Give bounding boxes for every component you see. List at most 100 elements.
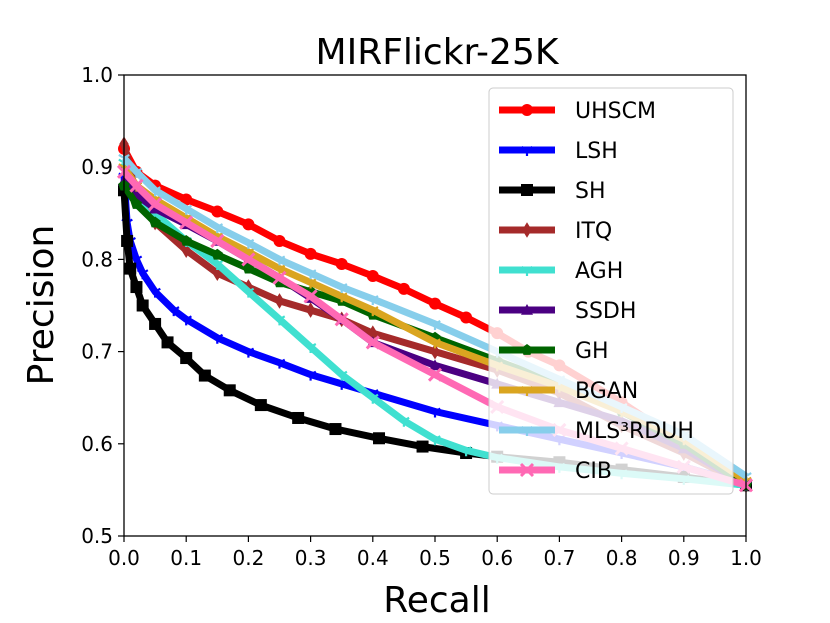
legend-marker (521, 184, 533, 196)
legend-label: CIB (575, 459, 612, 484)
x-tick-label: 0.5 (419, 546, 451, 570)
legend-label: AGH (575, 259, 623, 284)
legend-marker (521, 344, 533, 355)
data-point-sh (329, 423, 342, 436)
data-point-mls-rduh (335, 283, 348, 294)
data-point-lsh (304, 370, 317, 381)
data-point-agh (211, 260, 224, 271)
data-point-uhscm (429, 297, 441, 310)
x-tick-label: 0.0 (108, 546, 140, 570)
data-point-bgan (273, 264, 286, 275)
data-point-sh (416, 440, 429, 453)
x-tick-label: 0.1 (170, 546, 202, 570)
chart-title: MIRFlickr-25K (316, 32, 560, 73)
data-point-bgan (429, 338, 441, 349)
data-point-itq (274, 293, 285, 309)
data-point-bgan (335, 292, 348, 303)
data-point-sh (254, 399, 267, 412)
data-point-gh (149, 216, 161, 228)
data-point-gh (242, 262, 255, 274)
x-tick-label: 1.0 (730, 546, 762, 570)
data-point-itq (305, 302, 316, 318)
data-point-uhscm (180, 193, 193, 206)
legend-item: MLS³RDUH (499, 419, 694, 444)
data-point-lsh (167, 306, 180, 317)
legend-marker (521, 146, 533, 156)
data-point-mls-rduh (273, 255, 286, 266)
data-point-mls-rduh (429, 319, 441, 330)
data-point-itq (430, 343, 440, 360)
data-point-cib (148, 197, 163, 212)
data-point-agh (335, 370, 348, 381)
data-point-ssdh (429, 359, 441, 371)
data-point-cib (210, 233, 225, 249)
legend-label: SH (575, 179, 606, 204)
y-tick-label: 0.8 (81, 247, 113, 271)
data-point-sh (161, 336, 174, 349)
data-point-agh (429, 435, 441, 446)
data-point-uhscm (335, 258, 348, 271)
x-tick-label: 0.2 (232, 546, 264, 570)
data-point-uhscm (304, 247, 317, 260)
data-point-uhscm (211, 205, 224, 218)
data-point-mls-rduh (242, 238, 255, 249)
data-point-uhscm (397, 282, 410, 295)
legend-item: AGH (499, 259, 623, 284)
data-point-agh (460, 446, 472, 457)
data-point-mls-rduh (211, 223, 224, 234)
data-point-uhscm (460, 311, 473, 324)
legend-label: UHSCM (575, 99, 656, 124)
legend-marker (522, 222, 532, 238)
legend-label: ITQ (575, 219, 612, 244)
data-point-sh (130, 281, 143, 294)
legend-marker (521, 104, 533, 116)
y-axis-label: Precision (21, 225, 62, 386)
data-point-cib (303, 289, 318, 304)
x-tick-label: 0.9 (668, 546, 700, 570)
legend-item: GH (499, 339, 609, 364)
x-tick-label: 0.7 (543, 546, 575, 570)
legend-item: ITQ (499, 219, 612, 244)
data-point-uhscm (366, 269, 379, 282)
data-point-mls-rduh (180, 204, 192, 215)
y-tick-label: 0.9 (81, 155, 113, 179)
data-point-sh (223, 384, 236, 397)
data-point-agh (304, 343, 317, 353)
data-point-itq (181, 242, 191, 258)
axis-ticks: 0.0 0.1 0.2 0.3 0.4 0.5 0.6 0.7 0.8 0.9 1.0 0.5 0.6 0… (81, 63, 762, 570)
data-point-sh (198, 369, 211, 382)
data-point-cib (427, 367, 443, 382)
axes-frame (123, 74, 747, 537)
data-point-cib (334, 312, 349, 327)
x-axis-label: Recall (383, 580, 490, 621)
data-point-mls-rduh (130, 167, 143, 178)
data-point-lsh (429, 407, 441, 418)
legend-label: GH (575, 339, 609, 364)
x-tick-label: 0.8 (606, 546, 638, 570)
data-point-bgan (304, 278, 317, 289)
legend: UHSCM LSH SH ITQ AGH SSDH GH BGAN MLS³RDUH CIB (488, 87, 734, 495)
legend-marker (521, 386, 533, 396)
y-tick-label: 0.6 (81, 432, 113, 456)
y-tick-label: 0.7 (81, 340, 113, 364)
data-point-sh (124, 262, 137, 275)
y-tick-label: 1.0 (81, 63, 113, 87)
data-point-mls-rduh (149, 186, 161, 197)
x-tick-label: 0.4 (357, 546, 389, 570)
legend-marker (521, 304, 533, 315)
data-point-cib (129, 178, 144, 193)
data-point-uhscm (273, 234, 286, 247)
legend-item: CIB (499, 459, 612, 484)
data-point-cib (272, 270, 287, 285)
legend-marker (521, 426, 533, 436)
data-point-gh (130, 198, 143, 209)
data-point-sh (373, 432, 386, 445)
data-point-mls-rduh (367, 295, 379, 306)
x-tick-label: 0.6 (481, 546, 513, 570)
data-point-gh (180, 235, 192, 246)
data-point-cib (179, 215, 194, 230)
data-point-sh (136, 299, 149, 312)
x-tick-label: 0.3 (295, 546, 327, 570)
data-point-agh (398, 416, 410, 427)
